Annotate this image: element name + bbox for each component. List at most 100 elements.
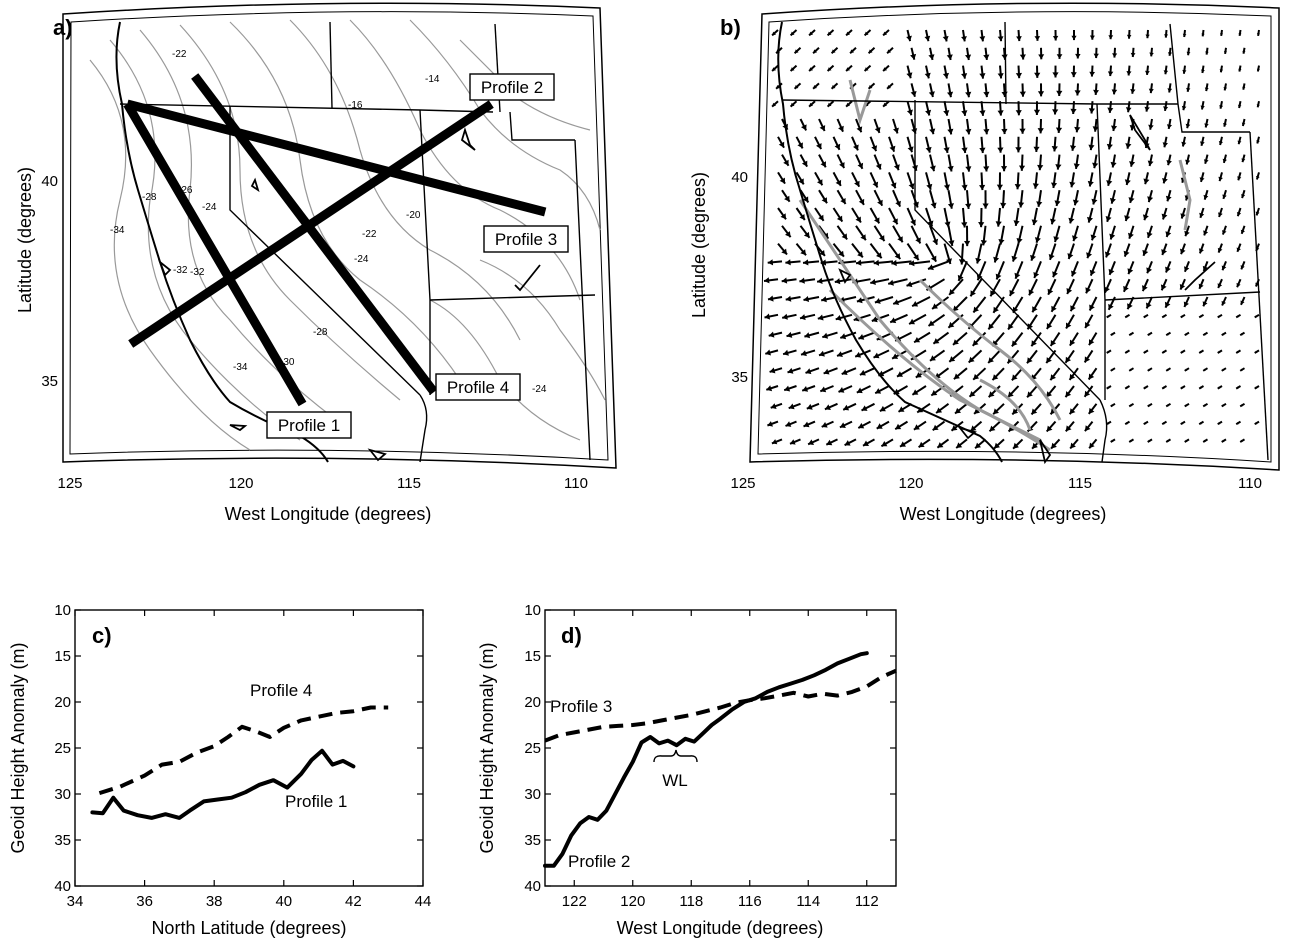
vector-arrow: [1065, 420, 1075, 432]
x-tick-label: 115: [1068, 475, 1092, 492]
vector-arrow: [943, 172, 950, 191]
vector-arrow: [821, 420, 834, 428]
vector-arrow: [1240, 261, 1246, 270]
vector-arrow: [925, 243, 937, 263]
vector-arrow: [1088, 403, 1098, 415]
x-tick-label: 116: [738, 893, 762, 910]
contour-label: -24: [354, 254, 369, 265]
vector-arrow: [787, 367, 801, 374]
vector-arrow: [1160, 278, 1168, 291]
profile-2-callout-box: [469, 73, 555, 101]
vector-arrow: [1239, 438, 1246, 443]
y-tick-label: 35: [54, 832, 71, 849]
vector-arrow: [947, 118, 954, 135]
vector-arrow: [1084, 314, 1094, 329]
vector-arrow: [1217, 385, 1223, 390]
vector-arrow: [1106, 385, 1112, 390]
vector-arrow: [1112, 47, 1118, 58]
profile-3-callout-box: [483, 225, 569, 253]
vector-arrow: [1161, 243, 1168, 256]
vector-arrow: [824, 402, 838, 411]
vector-arrow: [854, 349, 871, 358]
vector-arrow: [1236, 243, 1242, 253]
vector-arrow: [1218, 207, 1223, 218]
vector-arrow: [799, 154, 808, 168]
vector-arrow: [954, 403, 968, 415]
vector-arrow: [957, 261, 968, 282]
vector-arrow: [1034, 65, 1041, 78]
vector-arrow: [781, 189, 791, 203]
vector-arrow: [1242, 83, 1246, 90]
x-tick-label: 38: [206, 893, 223, 910]
vector-arrow: [965, 47, 972, 61]
vector-arrow: [961, 136, 968, 154]
vector-arrow: [1163, 101, 1169, 112]
vector-arrow: [777, 136, 785, 149]
contour-label: -20: [406, 210, 421, 221]
series-line-profile-4: [98, 705, 389, 796]
contour-label: -26: [178, 185, 193, 196]
vector-arrow: [1031, 207, 1038, 226]
vector-arrow: [1184, 367, 1190, 372]
vector-arrow: [908, 313, 927, 325]
vector-arrow: [968, 349, 983, 364]
vector-arrow: [1161, 420, 1168, 426]
map-frame-a-inner: [69, 11, 609, 461]
vector-arrow: [1126, 65, 1132, 76]
vector-arrow: [765, 349, 779, 356]
vector-arrow: [993, 243, 1001, 263]
vector-arrow: [1185, 154, 1191, 165]
vector-arrow: [1167, 83, 1173, 93]
vector-arrow: [896, 367, 913, 378]
vector-arrow: [1183, 296, 1190, 308]
vector-arrow: [1070, 65, 1077, 78]
vector-arrow: [899, 438, 913, 448]
vector-arrow: [1049, 332, 1061, 347]
vector-arrow: [1237, 136, 1242, 145]
vector-arrow: [1015, 136, 1022, 153]
vector-arrow: [1108, 29, 1114, 40]
vector-arrow: [1089, 261, 1098, 276]
lakes-a: [157, 127, 541, 462]
vector-arrow: [1086, 243, 1094, 259]
vector-arrow: [1141, 278, 1149, 292]
vector-arrow: [1165, 438, 1172, 443]
vector-arrow: [861, 402, 875, 412]
vector-arrow: [786, 331, 801, 338]
vector-arrow: [892, 154, 900, 171]
vector-arrow: [1217, 243, 1223, 253]
vector-arrow: [1014, 261, 1024, 280]
vector-arrow: [997, 65, 1004, 79]
vector-arrow: [874, 385, 890, 395]
y-tick-label: 40: [54, 878, 71, 895]
vector-arrow: [929, 118, 936, 135]
vector-arrow: [997, 136, 1004, 153]
vector-arrow: [972, 367, 987, 381]
plot-area-d: [544, 609, 897, 887]
vector-arrow: [906, 100, 913, 116]
vector-arrow: [1034, 225, 1042, 244]
vector-arrow: [1202, 296, 1209, 307]
vector-arrow: [1180, 207, 1186, 219]
vector-arrow: [1069, 438, 1079, 450]
vector-arrow: [869, 136, 878, 152]
vector-arrow: [964, 225, 971, 247]
vector-arrow: [887, 278, 908, 286]
vector-arrow: [1001, 154, 1008, 172]
vector-arrow: [1180, 385, 1186, 390]
vector-arrow: [906, 136, 914, 153]
vector-arrow: [805, 367, 820, 375]
vector-arrow: [863, 64, 872, 72]
vector-arrow: [807, 438, 820, 446]
vector-arrow: [906, 65, 913, 79]
vector-arrow: [1011, 367, 1024, 381]
vector-arrow: [1235, 349, 1242, 354]
vector-arrow: [825, 438, 838, 446]
vector-arrow: [1122, 278, 1131, 293]
state-borders-b: [781, 21, 1269, 463]
vector-arrow: [1014, 172, 1021, 190]
vector-arrow: [1007, 314, 1020, 331]
vector-arrow: [1031, 296, 1042, 313]
vector-arrow: [1256, 100, 1260, 108]
vector-arrow: [1143, 172, 1150, 185]
